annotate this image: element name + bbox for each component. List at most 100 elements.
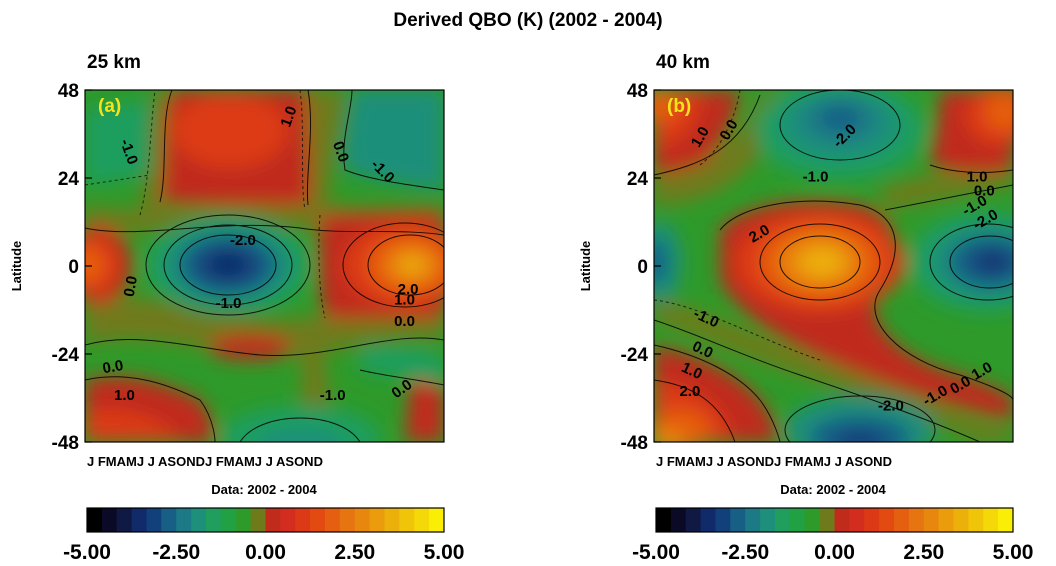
colorbar-swatch	[176, 508, 192, 532]
colorbar-swatch	[834, 508, 850, 532]
panel-b-heatmap: 1.0 0.0 -2.0-1.0 1.00.0-1.0-2.02.0-1.00.01.…	[654, 90, 1013, 442]
colorbar-swatch	[161, 508, 177, 532]
colorbar-swatch	[369, 508, 385, 532]
y-tick-label: 0	[637, 257, 648, 278]
colorbar-swatch	[220, 508, 237, 532]
colorbar-swatch	[983, 508, 999, 532]
colorbar-swatch	[953, 508, 969, 532]
panel-a-altitude-title: 25 km	[87, 52, 141, 73]
colorbar-tick-label: -5.00	[63, 541, 111, 564]
panel-a-heatmap: -1.01.00.0-1.0-2.00.0-1.02.01.00.00.01.0…	[85, 90, 444, 442]
panel-b-altitude-title: 40 km	[656, 52, 710, 73]
contour-label: 0.0	[121, 275, 141, 298]
contour-label: 0.0	[974, 183, 995, 200]
contour-label: 0.0	[101, 357, 124, 377]
colorbar-frame	[86, 507, 445, 533]
colorbar-swatch	[265, 508, 281, 532]
colorbar-swatch	[715, 508, 731, 532]
y-tick-label: 48	[58, 81, 79, 102]
colorbar-tick-label: -2.50	[721, 541, 769, 564]
colorbar-swatch	[894, 508, 910, 532]
contour-label: 1.0	[394, 292, 415, 309]
contour-label: 2.0	[398, 281, 419, 298]
contour-label: 0.0	[394, 313, 415, 330]
panel-a-label: (a)	[98, 96, 121, 117]
colorbar-swatch	[656, 508, 672, 532]
panel-b-x-tick-labels: J FMAMJ J ASONDJ FMAMJ J ASOND	[656, 454, 892, 469]
contour-label: 1.0	[277, 104, 300, 129]
colorbar-swatch	[191, 508, 207, 532]
colorbar-swatch	[968, 508, 984, 532]
panel-a: 25 km Latitude	[9, 52, 465, 564]
colorbar-swatch	[250, 508, 266, 532]
y-tick-label: 0	[68, 257, 79, 278]
colorbar-swatch	[399, 508, 415, 532]
colorbar-swatch	[685, 508, 702, 532]
colorbar-tick-label: 2.50	[334, 541, 375, 564]
panel-b-ylabel: Latitude	[578, 241, 593, 292]
colorbar-swatch	[206, 508, 222, 532]
panel-a-ylabel: Latitude	[9, 241, 24, 292]
figure-title: Derived QBO (K) (2002 - 2004)	[393, 10, 662, 31]
contour-label: 2.0	[679, 383, 700, 400]
colorbar-swatch	[295, 508, 311, 532]
colorbar-swatch	[789, 508, 806, 532]
colorbar-swatch	[414, 508, 430, 532]
colorbar-swatch	[700, 508, 716, 532]
colorbar-tick-label: -5.00	[632, 541, 680, 564]
y-tick-label: -24	[52, 345, 80, 366]
panel-a-y-ticks: 48 24 0 -24 -48	[52, 81, 92, 454]
colorbar-swatch	[879, 508, 895, 532]
colorbar-swatch	[131, 508, 147, 532]
panel-b-xlabel: Data: 2002 - 2004	[780, 482, 886, 497]
y-tick-label: 24	[58, 169, 80, 190]
colorbar-swatch	[339, 508, 356, 532]
colorbar-swatch	[429, 508, 445, 532]
panel-b-label: (b)	[667, 96, 691, 117]
panel-a-colorbar: -5.00 -2.50 0.00 2.50 5.00	[63, 507, 465, 564]
panel-b-y-ticks: 48 24 0 -24 -48	[621, 81, 661, 454]
colorbar-swatch	[730, 508, 746, 532]
colorbar-tick-label: 2.50	[903, 541, 944, 564]
contour-label: -1.0	[803, 169, 829, 186]
contour-label: -1.0	[216, 295, 242, 312]
y-tick-label: -48	[621, 433, 648, 454]
colorbar-swatch	[354, 508, 371, 532]
colorbar-swatch	[775, 508, 791, 532]
colorbar-swatch	[235, 508, 252, 532]
y-tick-label: 24	[627, 169, 649, 190]
colorbar-tick-label: 5.00	[993, 541, 1034, 564]
contour-label: 0.0	[329, 139, 352, 164]
colorbar-swatch	[670, 508, 687, 532]
colorbar-swatch	[760, 508, 776, 532]
colorbar-swatch	[87, 508, 103, 532]
panel-a-x-tick-labels: J FMAMJ J ASONDJ FMAMJ J ASOND	[87, 454, 323, 469]
colorbar-swatch	[146, 508, 162, 532]
y-tick-label: -24	[621, 345, 649, 366]
colorbar-swatch	[864, 508, 880, 532]
colorbar-tick-label: -2.50	[152, 541, 200, 564]
colorbar-swatch	[745, 508, 761, 532]
colorbar-swatch	[923, 508, 940, 532]
colorbar-swatch	[998, 508, 1014, 532]
colorbar-swatch	[280, 508, 296, 532]
contour-label: 1.0	[967, 169, 988, 186]
colorbar-swatch	[804, 508, 821, 532]
colorbar-swatch	[116, 508, 133, 532]
colorbar-tick-label: 0.00	[245, 541, 286, 564]
colorbar-swatch	[310, 508, 326, 532]
colorbar-swatch	[325, 508, 341, 532]
colorbar-tick-label: 5.00	[424, 541, 465, 564]
colorbar-tick-label: 0.00	[814, 541, 855, 564]
y-tick-label: -48	[52, 433, 79, 454]
panel-a-xlabel: Data: 2002 - 2004	[211, 482, 317, 497]
colorbar-swatch	[849, 508, 865, 532]
contour-label: -2.0	[878, 397, 904, 414]
contour-label: -2.0	[230, 232, 256, 249]
colorbar-swatch	[101, 508, 118, 532]
colorbar-swatch	[938, 508, 954, 532]
contour-label: 1.0	[114, 387, 135, 404]
panel-b: 40 km Latitude	[578, 52, 1034, 564]
panel-b-colorbar: -5.00 -2.50 0.00 2.50 5.00	[632, 507, 1034, 564]
